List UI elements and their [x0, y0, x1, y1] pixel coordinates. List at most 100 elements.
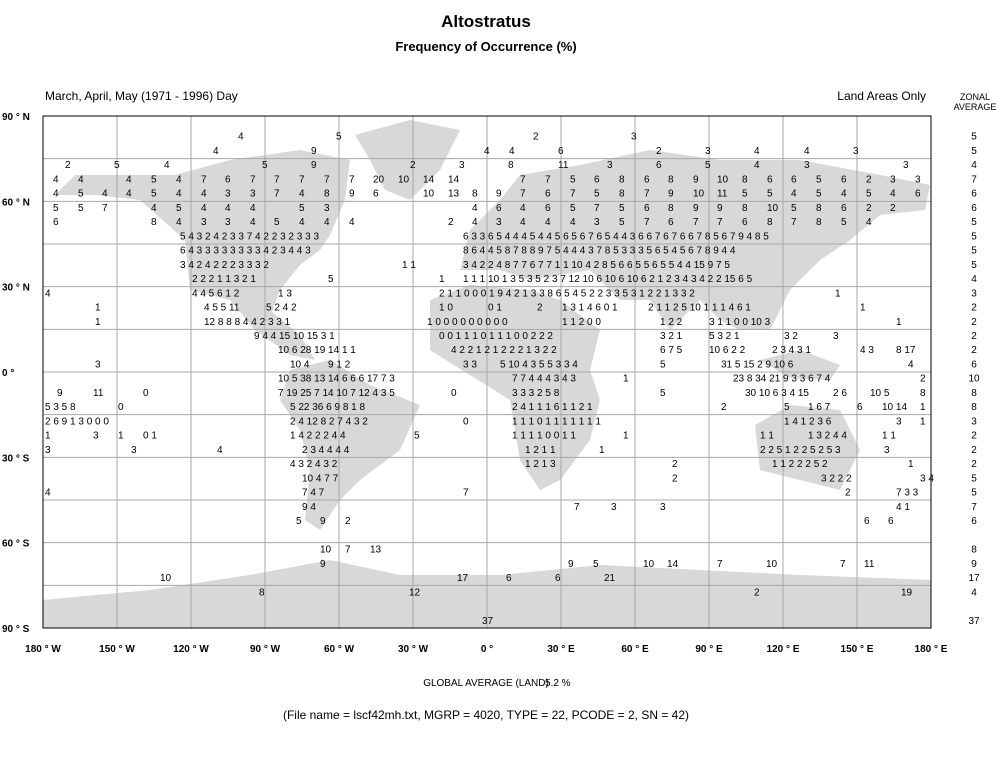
cell-value: 5 10 4 3 5 5 3 3 4: [500, 359, 578, 370]
lon-label: 120 ° E: [767, 644, 800, 655]
cell-value: 10: [320, 545, 332, 556]
cell-value: 3 3 3 2 5 8: [512, 388, 560, 399]
cell-value: 37: [482, 616, 494, 627]
cell-value: 8: [668, 174, 674, 185]
cell-value: 7 3 3: [896, 488, 919, 499]
zonal-average: 2: [971, 331, 977, 342]
cell-value: 8: [816, 217, 822, 228]
cell-value: 6: [915, 189, 921, 200]
zonal-average: 8: [971, 388, 977, 399]
zonal-label: ZONAL: [960, 92, 990, 102]
season: March, April, May (1971 - 1996) Day: [45, 89, 238, 103]
zonal-average: 6: [971, 516, 977, 527]
cell-value: 6: [373, 189, 379, 200]
cell-value: 2: [65, 160, 71, 171]
cell-value: 9: [320, 516, 326, 527]
cell-value: 10: [717, 174, 729, 185]
cell-value: 11: [717, 189, 728, 200]
cell-value: 0: [451, 388, 457, 399]
cell-value: 5: [791, 203, 797, 214]
cell-value: 2 6: [833, 388, 847, 399]
cell-value: 2: [672, 459, 678, 470]
zonal-average: 3: [971, 288, 977, 299]
cell-value: 4: [754, 146, 760, 157]
cell-value: 7: [791, 217, 797, 228]
cell-value: 3: [131, 445, 137, 456]
cell-value: 1 4 1 2 3 6: [784, 416, 832, 427]
cell-value: 1: [623, 431, 629, 442]
cell-value: 5: [816, 174, 822, 185]
cell-value: 3 1 1 0 0 10 3: [709, 317, 771, 328]
cell-value: 5: [151, 189, 157, 200]
cell-value: 6: [742, 217, 748, 228]
cell-value: 3 4 2 4 2 2 2 3 3 3 2: [180, 260, 269, 271]
cell-value: 7: [545, 174, 551, 185]
cell-value: 9: [717, 203, 723, 214]
zonal-average: 2: [971, 459, 977, 470]
cell-value: 3: [201, 217, 207, 228]
cell-value: 4 3 2 4 3 2: [290, 459, 338, 470]
file-info: (File name = lscf42mh.txt, MGRP = 4020, …: [283, 708, 689, 722]
cell-value: 2: [537, 303, 543, 314]
cell-value: 6: [767, 174, 773, 185]
cell-value: 1 6 7: [808, 402, 831, 413]
cell-value: 4: [754, 160, 760, 171]
cell-value: 4: [176, 217, 182, 228]
cell-value: 5: [784, 402, 790, 413]
cell-value: 1 3: [278, 288, 292, 299]
cell-value: 5: [767, 189, 773, 200]
cell-value: 7: [717, 559, 723, 570]
cell-value: 7: [594, 203, 600, 214]
global-average: 5.2 %: [545, 678, 571, 689]
cell-value: 3: [915, 174, 921, 185]
cell-value: 4: [250, 217, 256, 228]
cell-value: 4: [164, 160, 170, 171]
cell-value: 10 4 7 7: [302, 473, 339, 484]
zonal-average: 7: [971, 502, 977, 513]
cell-value: 3: [225, 189, 231, 200]
cell-value: 3: [250, 189, 256, 200]
cell-value: 3 3: [463, 359, 477, 370]
cell-value: 13: [448, 189, 460, 200]
cell-value: 4: [324, 217, 330, 228]
cell-value: 6: [888, 516, 894, 527]
cell-value: 2: [533, 132, 539, 143]
cell-value: 4: [890, 189, 896, 200]
cell-value: 6: [53, 217, 59, 228]
cell-value: 2 3 4 4 4 4: [302, 445, 350, 456]
lon-label: 180 ° E: [915, 644, 948, 655]
cell-value: 3: [660, 502, 666, 513]
cell-value: 4: [472, 203, 478, 214]
cell-value: 4: [45, 488, 51, 499]
cell-value: 3: [93, 431, 99, 442]
cell-value: 8: [668, 203, 674, 214]
cell-value: 2: [721, 402, 727, 413]
cell-value: 3: [884, 445, 890, 456]
cell-value: 3: [324, 203, 330, 214]
cell-value: 2 1 1 2 5 10 1 1 1 4 6 1: [648, 303, 751, 314]
cell-value: 5: [660, 359, 666, 370]
cell-value: 7: [520, 174, 526, 185]
cell-value: 7: [463, 488, 469, 499]
zonal-average: 2: [971, 317, 977, 328]
cell-value: 8 6 4 4 5 8 7 8 8 9 7 5 4 4 4 3 7 8 5 3 …: [463, 246, 736, 257]
cell-value: 5: [619, 203, 625, 214]
cell-value: 1 2 1 3: [525, 459, 556, 470]
cell-value: 5: [151, 174, 157, 185]
cell-value: 6: [496, 203, 502, 214]
cell-value: 4: [472, 217, 478, 228]
cell-value: 3 4: [920, 473, 934, 484]
cell-value: 3: [95, 359, 101, 370]
cell-value: 10 5: [870, 388, 890, 399]
cell-value: 6: [506, 573, 512, 584]
cell-value: 5: [296, 516, 302, 527]
cell-value: 6 4 3 3 3 3 3 3 3 3 4 2 3 4 4 3: [180, 246, 311, 257]
cell-value: 7: [299, 174, 305, 185]
cell-value: 5: [114, 160, 120, 171]
cell-value: 3: [853, 146, 859, 157]
cell-value: 1: [920, 402, 926, 413]
cell-value: 31 5 15 2 9 10 6: [721, 359, 794, 370]
cell-value: 1 2 1 1: [525, 445, 556, 456]
cell-value: 9: [668, 189, 674, 200]
